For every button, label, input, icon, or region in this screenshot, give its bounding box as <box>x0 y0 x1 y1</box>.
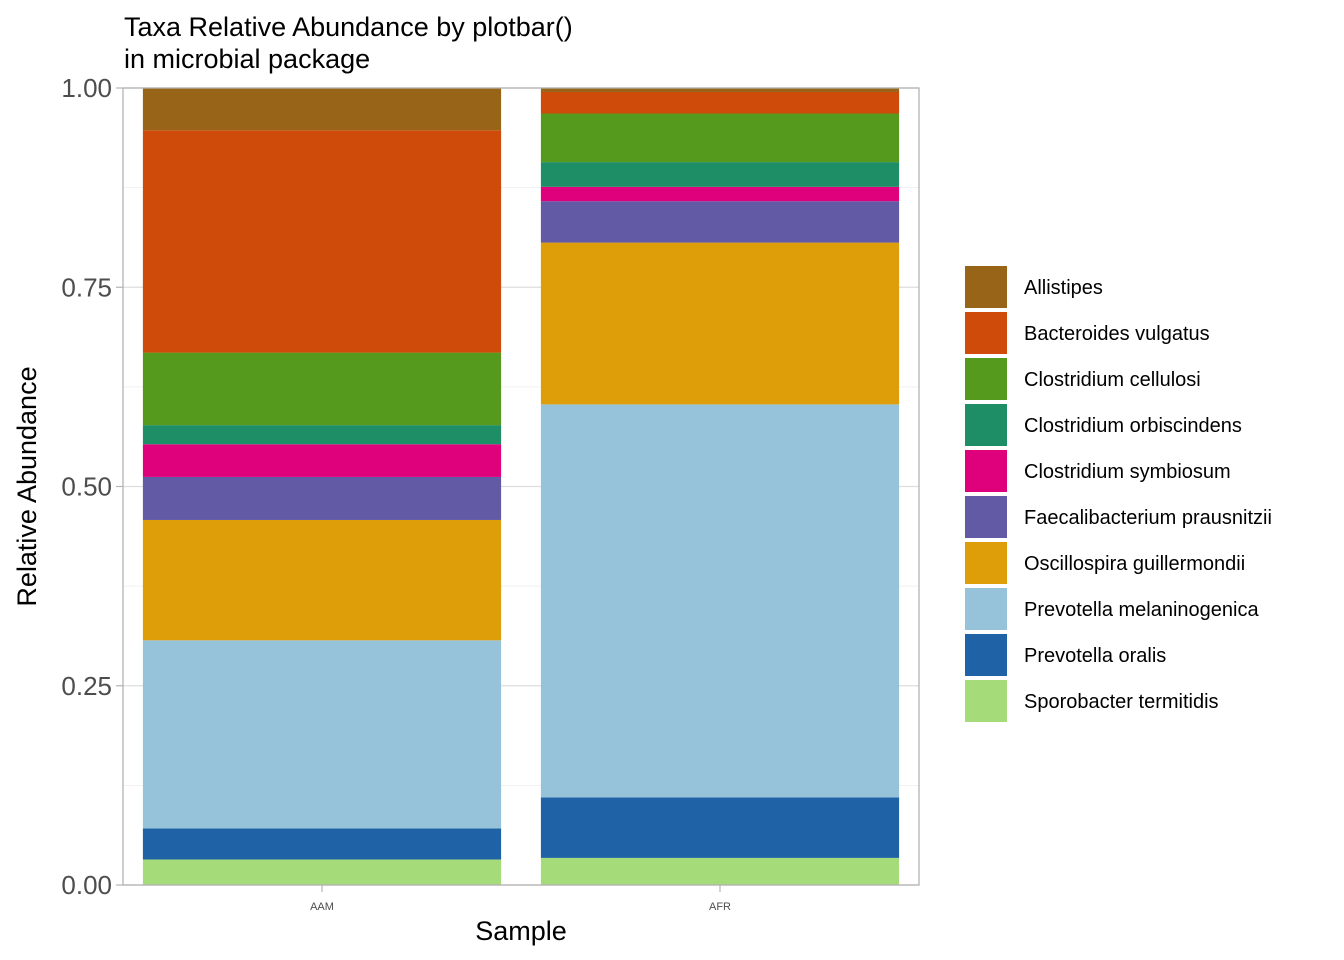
legend-key-sporobacter-termitidis <box>965 680 1007 722</box>
bar-segment-afr-faecalibacterium-prausnitzii <box>540 201 900 243</box>
bar-segment-aam-clostridium-orbiscindens <box>142 425 502 445</box>
legend: Allistipes Bacteroides vulgatus Clostridiu… <box>965 266 1272 722</box>
y-axis-title: Relative Abundance <box>12 366 42 606</box>
legend-key-clostridium-symbiosum <box>965 450 1007 492</box>
bars <box>142 88 900 885</box>
bar-segment-afr-clostridium-cellulosi <box>540 113 900 163</box>
bar-segment-aam-clostridium-cellulosi <box>142 352 502 426</box>
bar-segment-aam-oscillospira-guillermondii <box>142 519 502 641</box>
chart-title: Taxa Relative Abundance by plotbar() in … <box>124 12 573 74</box>
legend-label: Prevotella melaninogenica <box>1024 599 1259 621</box>
chart-title-line-1: Taxa Relative Abundance by plotbar() <box>124 12 573 42</box>
bar-segment-afr-clostridium-orbiscindens <box>540 162 900 187</box>
legend-label: Oscillospira guillermondii <box>1024 553 1245 575</box>
legend-label: Clostridium orbiscindens <box>1024 415 1242 437</box>
bar-segment-afr-bacteroides-vulgatus <box>540 91 900 114</box>
x-axis-title: Sample <box>475 916 567 946</box>
legend-key-prevotella-oralis <box>965 634 1007 676</box>
legend-key-allistipes <box>965 266 1007 308</box>
legend-label: Prevotella oralis <box>1024 645 1166 667</box>
x-tick-label: AAM <box>310 901 334 913</box>
legend-label: Sporobacter termitidis <box>1024 691 1219 713</box>
y-tick-label: 1.00 <box>61 73 112 103</box>
legend-key-oscillospira-guillermondii <box>965 542 1007 584</box>
y-tick-label: 0.50 <box>61 472 112 502</box>
bar-segment-aam-clostridium-symbiosum <box>142 444 502 477</box>
chart-title-line-2: in microbial package <box>124 44 370 74</box>
legend-label: Bacteroides vulgatus <box>1024 323 1210 345</box>
y-tick-label: 0.00 <box>61 870 112 900</box>
bar-segment-afr-clostridium-symbiosum <box>540 186 900 202</box>
bar-segment-afr-sporobacter-termitidis <box>540 857 900 885</box>
bar-segment-aam-sporobacter-termitidis <box>142 859 502 885</box>
bar-segment-aam-allistipes <box>142 88 502 131</box>
y-tick-label: 0.75 <box>61 272 112 302</box>
bar-segment-afr-prevotella-oralis <box>540 797 900 858</box>
y-tick-label: 0.25 <box>61 671 112 701</box>
legend-key-prevotella-melaninogenica <box>965 588 1007 630</box>
legend-label: Allistipes <box>1024 277 1103 299</box>
legend-key-bacteroides-vulgatus <box>965 312 1007 354</box>
legend-label: Faecalibacterium prausnitzii <box>1024 507 1272 529</box>
bar-segment-aam-prevotella-oralis <box>142 828 502 860</box>
y-axis-ticks: 0.00 0.25 0.50 0.75 1.00 <box>61 73 123 900</box>
bar-segment-afr-allistipes <box>540 88 900 92</box>
bar-segment-afr-prevotella-melaninogenica <box>540 404 900 798</box>
bar-segment-aam-faecalibacterium-prausnitzii <box>142 476 502 520</box>
x-axis-ticks: AAM AFR <box>310 885 731 913</box>
legend-label: Clostridium cellulosi <box>1024 369 1201 391</box>
legend-key-clostridium-orbiscindens <box>965 404 1007 446</box>
legend-label: Clostridium symbiosum <box>1024 461 1231 483</box>
bar-segment-aam-bacteroides-vulgatus <box>142 130 502 353</box>
x-tick-label: AFR <box>709 901 731 913</box>
legend-key-faecalibacterium-prausnitzii <box>965 496 1007 538</box>
bar-segment-aam-prevotella-melaninogenica <box>142 640 502 829</box>
legend-key-clostridium-cellulosi <box>965 358 1007 400</box>
bar-segment-afr-oscillospira-guillermondii <box>540 242 900 405</box>
